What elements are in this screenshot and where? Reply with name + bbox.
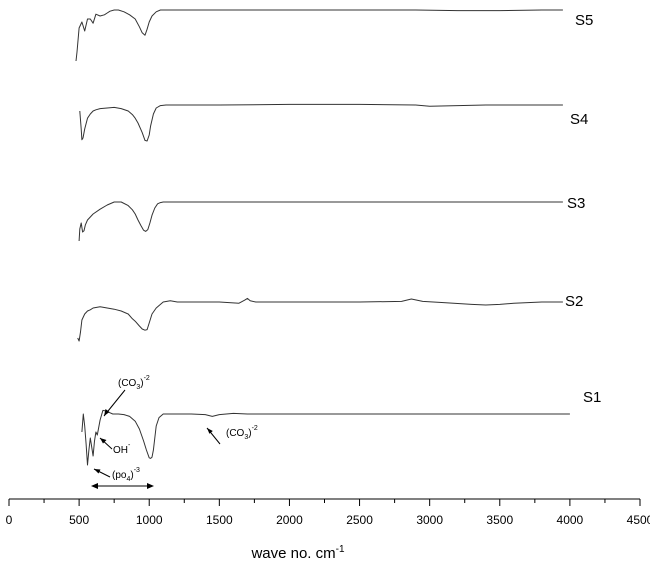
annotation-po4-arrowhead-1 — [94, 469, 101, 474]
x-tick-label-3500: 3500 — [486, 513, 513, 527]
annotation-co3-upper-text: (CO3)-2 — [118, 375, 150, 391]
series-label-s5: S5 — [575, 12, 593, 29]
series-line-s2 — [77, 297, 563, 342]
annotation-co3-lower-text: (CO3)-2 — [226, 425, 258, 441]
x-tick-label-3000: 3000 — [416, 513, 443, 527]
series-line-s4 — [79, 103, 563, 142]
series-line-s3 — [78, 201, 563, 242]
x-tick-label-2000: 2000 — [276, 513, 303, 527]
annotation-oh-arrowhead — [100, 438, 107, 444]
annotations: (CO3)-2 OH- (po4)-3 (CO3)-2 — [91, 375, 258, 489]
series-line-s5 — [75, 9, 563, 62]
x-axis-title-text: wave no. cm — [250, 545, 335, 562]
x-tick-label-2500: 2500 — [346, 513, 373, 527]
annotation-po4-arrowhead-3 — [147, 483, 154, 489]
annotation-co3-lower: (CO3)-2 — [206, 425, 258, 445]
series-line-s1 — [81, 409, 570, 466]
x-axis: 0 500 1000 1500 2000 2500 3000 3500 4000 4500 wav… — [6, 498, 650, 562]
x-axis-title-sup: -1 — [336, 544, 345, 555]
annotation-co3-upper: (CO3)-2 — [103, 375, 150, 417]
series-group — [75, 9, 570, 466]
x-tick-label-4500: 4500 — [627, 513, 650, 527]
series-label-s3: S3 — [567, 195, 585, 212]
annotation-oh-text: OH- — [113, 442, 131, 456]
x-tick-label-0: 0 — [6, 513, 13, 527]
x-tick-label-500: 500 — [69, 513, 89, 527]
annotation-po4: (po4)-3 — [91, 467, 154, 489]
annotation-oh: OH- — [99, 437, 131, 456]
x-tick-label-1000: 1000 — [136, 513, 163, 527]
series-label-s4: S4 — [570, 111, 588, 128]
annotation-co3-upper-arrowhead — [104, 409, 110, 416]
annotation-co3-lower-arrowhead — [207, 428, 213, 434]
series-labels: S5 S4 S3 S2 S1 — [565, 12, 601, 406]
series-label-s1: S1 — [583, 389, 601, 406]
annotation-po4-text: (po4)-3 — [112, 467, 140, 483]
x-axis-title: wave no. cm-1 — [250, 544, 345, 562]
x-tick-label-1500: 1500 — [206, 513, 233, 527]
x-axis-ticks: 0 500 1000 1500 2000 2500 3000 3500 4000 4500 — [6, 499, 650, 527]
series-label-s2: S2 — [565, 293, 583, 310]
x-tick-label-4000: 4000 — [557, 513, 584, 527]
annotation-po4-arrowhead-2 — [91, 483, 98, 489]
